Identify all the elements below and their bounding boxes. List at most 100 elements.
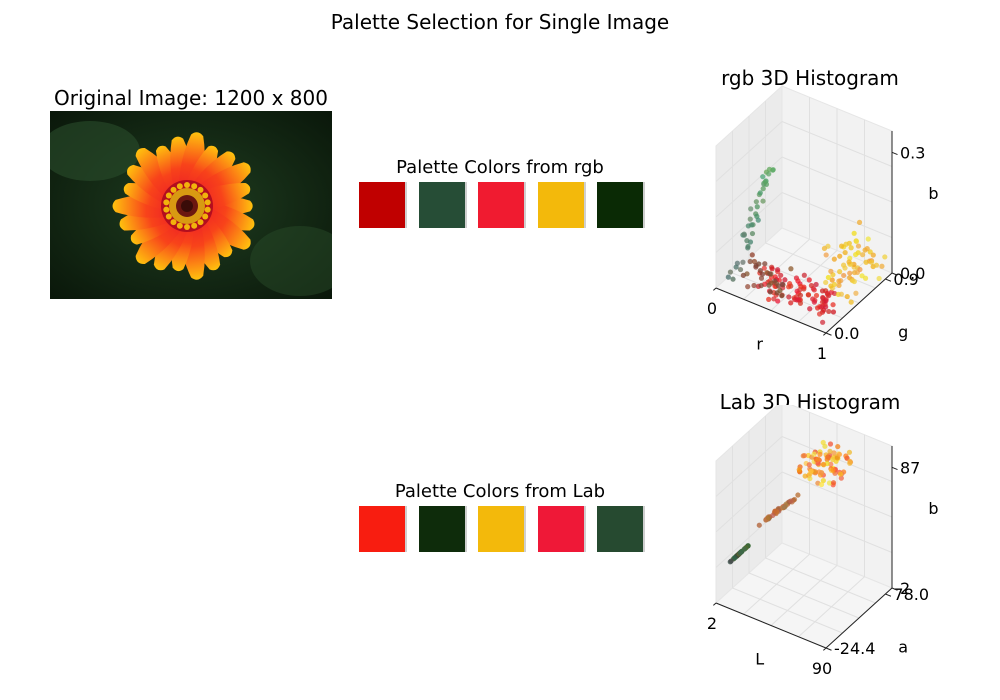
scatter-point <box>806 277 812 283</box>
scatter-point <box>848 299 854 305</box>
scatter-point <box>811 299 817 305</box>
scatter-point <box>829 277 835 283</box>
scatter-point <box>782 277 788 283</box>
y-tick-label: 78.0 <box>893 585 929 604</box>
scatter-point <box>841 272 847 279</box>
scatter-point <box>737 266 744 273</box>
figure-title: Palette Selection for Single Image <box>330 10 670 34</box>
scatter-point <box>748 206 754 212</box>
scatter-point <box>751 282 757 289</box>
scatter-point <box>761 265 767 271</box>
scatter-point <box>860 252 866 258</box>
scatter-point <box>778 272 784 278</box>
flower-stamen <box>184 182 190 188</box>
scatter-point <box>760 186 766 192</box>
scatter-point <box>830 456 836 463</box>
scatter-point <box>838 291 844 297</box>
scatter-point <box>766 166 773 172</box>
scatter-point <box>767 289 773 295</box>
scatter-point <box>745 245 751 251</box>
palette-swatch <box>359 506 405 552</box>
scatter-point <box>740 272 746 278</box>
scatter-point <box>728 558 734 564</box>
scatter-point <box>820 294 826 301</box>
scatter-point <box>842 249 848 256</box>
scatter-point <box>856 219 863 225</box>
scatter-point <box>747 258 753 265</box>
palette-swatch <box>597 506 643 552</box>
scatter-point <box>808 282 815 289</box>
x-tick-label: 1 <box>817 344 827 360</box>
scatter-point <box>788 266 794 272</box>
scatter-point <box>807 306 813 312</box>
scatter-point <box>731 555 738 561</box>
flower-stamen <box>170 219 177 226</box>
scatter-point <box>855 243 862 249</box>
flower-stamen <box>197 219 204 226</box>
scatter-point <box>830 309 837 315</box>
flower-stamen <box>191 222 198 229</box>
scatter-point <box>827 448 833 454</box>
scatter-point <box>844 293 850 300</box>
scatter-point <box>851 230 857 236</box>
scatter-point <box>848 245 854 251</box>
flower-image <box>40 111 350 299</box>
scatter-point <box>870 252 876 258</box>
scatter-point <box>847 270 853 276</box>
flower-stamen <box>202 192 209 199</box>
flower-stamen <box>191 183 198 190</box>
scatter-point <box>781 504 788 510</box>
scatter-point <box>818 481 825 488</box>
scatter-point <box>753 262 759 269</box>
palette-lab <box>359 506 643 552</box>
scatter-point <box>837 471 844 477</box>
scatter-point <box>733 264 739 270</box>
scatter-point <box>826 480 833 486</box>
z-axis-label: b <box>928 184 938 203</box>
scatter-point <box>787 280 793 287</box>
x-tick-label: 0 <box>707 299 717 318</box>
scatter-point <box>769 266 775 272</box>
y-tick-label: -24.4 <box>834 639 875 658</box>
scatter-point <box>794 297 800 303</box>
scatter-point <box>737 550 743 556</box>
z-tick-label: 0.3 <box>900 143 925 162</box>
scatter-point <box>766 171 772 177</box>
scatter-point <box>753 199 759 205</box>
z-tick-label: 0.0 <box>900 264 925 283</box>
scatter-point <box>812 469 818 475</box>
scatter-point <box>775 267 781 273</box>
scatter-point <box>822 443 828 449</box>
scatter-point <box>815 456 821 462</box>
y-tick-label: 0.9 <box>893 270 918 289</box>
scatter-point <box>749 252 755 258</box>
scatter-point <box>853 238 860 245</box>
scatter-point <box>766 296 772 302</box>
palette-rgb-title: Palette Colors from rgb <box>396 157 604 178</box>
palette-rgb <box>359 182 643 228</box>
scatter-point <box>847 458 853 464</box>
scatter-point <box>817 451 823 457</box>
scatter-point <box>823 298 829 304</box>
scatter-point <box>849 277 855 284</box>
scatter-point <box>749 230 756 237</box>
scatter-point <box>801 284 807 290</box>
scatter-point <box>773 280 780 287</box>
scatter-point <box>816 311 823 317</box>
scatter-point <box>862 275 869 281</box>
flower-stamen <box>197 186 204 193</box>
scatter-point <box>760 174 766 180</box>
lab-hist-title: Lab 3D Histogram <box>719 390 901 414</box>
scatter-point <box>807 475 813 482</box>
scatter-point <box>760 198 766 204</box>
scatter-point <box>779 281 785 287</box>
scatter-point <box>800 453 806 459</box>
scatter-point <box>725 274 731 280</box>
scatter-point <box>741 231 747 237</box>
palette-swatch <box>359 182 405 228</box>
x-tick-label: 2 <box>707 614 717 633</box>
scatter-point <box>730 276 736 282</box>
scatter-point <box>745 284 751 290</box>
scatter-point <box>830 480 837 486</box>
scatter-point <box>836 282 842 288</box>
